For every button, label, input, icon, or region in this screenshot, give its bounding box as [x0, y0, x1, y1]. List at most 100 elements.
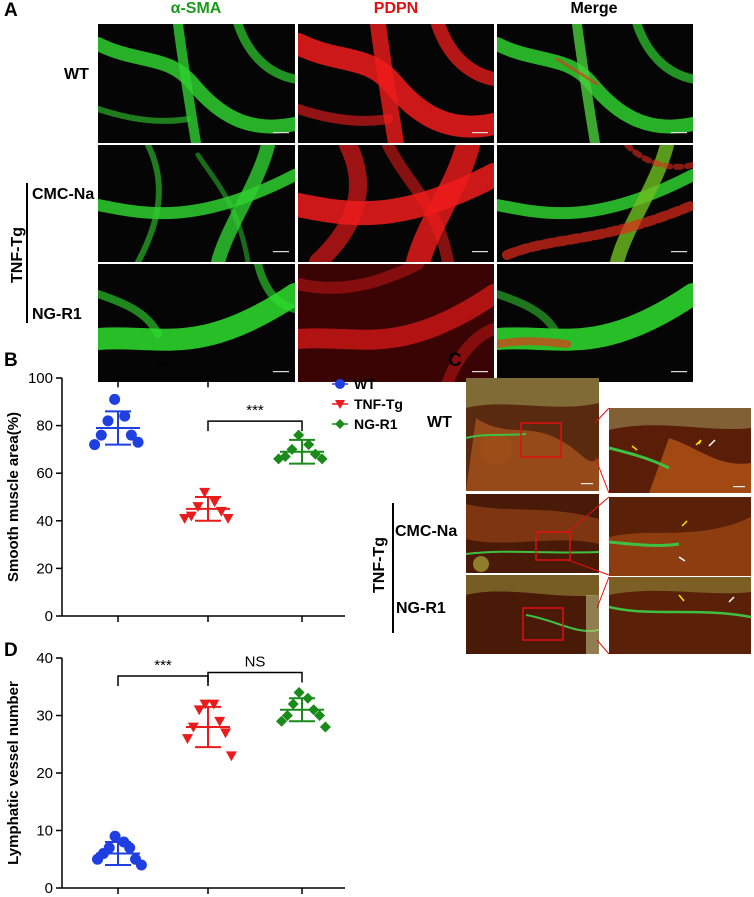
micrograph-ng-r1-merge [497, 264, 693, 382]
y-tick-label: 80 [36, 418, 53, 435]
data-point [109, 830, 121, 842]
data-point [179, 514, 191, 524]
data-point [92, 853, 104, 865]
data-point [209, 497, 221, 508]
y-axis-label: Lymphatic vessel number [5, 681, 22, 865]
y-tick-label: 40 [36, 513, 53, 530]
histology-wt-zoom [609, 408, 751, 493]
chart-d: 0 10 20 30 40 Lymphatic vessel number *** NS [5, 650, 345, 897]
data-point [125, 429, 137, 441]
data-point [279, 451, 291, 463]
group-bracket-line [26, 183, 28, 323]
data-point [281, 710, 293, 721]
y-tick-label: 10 [36, 823, 53, 840]
legend: WT TNF-Tg NG-R1 [330, 374, 450, 441]
significance-label: *** [246, 402, 264, 419]
panel-c-label: C [448, 350, 462, 371]
data-point [273, 453, 285, 465]
column-header-merge: Merge [570, 0, 618, 17]
data-point [119, 410, 131, 422]
row-label-cmc-na: CMC-Na [32, 186, 95, 203]
data-point [135, 859, 147, 871]
data-point [309, 448, 321, 460]
column-header-asma: α-SMA [170, 0, 222, 17]
y-tick-label: 100 [28, 370, 53, 387]
micrograph-wt-pdpn [298, 24, 494, 143]
legend-label: WT [354, 376, 376, 392]
significance-label: NS [245, 654, 266, 671]
data-point [220, 728, 232, 739]
panel-a-label: A [4, 0, 18, 21]
histology-cmc-na-overview [466, 494, 599, 573]
data-point [124, 842, 136, 854]
data-point [286, 443, 298, 455]
micrograph-wt-merge [497, 24, 693, 143]
significance-bracket [117, 376, 209, 388]
data-point [293, 429, 305, 441]
chart-d-axes: 0 10 20 30 40 Lymphatic vessel number *** NS [5, 650, 345, 897]
histology-ng-r1-zoom [609, 577, 751, 654]
data-point [293, 687, 305, 698]
micrograph-wt-asma [98, 24, 295, 143]
data-point [319, 721, 331, 733]
panel-c-group-label: TNF-Tg [371, 537, 388, 593]
data-point [287, 698, 299, 710]
legend-markers: WT TNF-Tg NG-R1 [332, 376, 403, 432]
data-point [182, 734, 194, 744]
legend-label: NG-R1 [354, 416, 398, 432]
data-point [109, 393, 121, 405]
column-header-pdpn: PDPN [373, 0, 419, 17]
data-point [314, 710, 326, 721]
y-tick-label: 30 [36, 708, 53, 725]
micrograph-cmc-na-pdpn [298, 145, 494, 262]
legend-label: TNF-Tg [354, 396, 403, 412]
data-point [89, 439, 101, 451]
histology-wt-overview [466, 378, 599, 491]
significance-label: *** [154, 657, 172, 674]
y-tick-label: 20 [36, 560, 53, 577]
y-axis-label: Smooth muscle area(%) [5, 412, 22, 582]
y-tick-label: 0 [45, 880, 53, 897]
data-point [132, 436, 144, 448]
panel-c-group-bracket [392, 503, 394, 633]
histology-ng-r1-overview [466, 575, 599, 654]
histology-cmc-na-zoom [609, 497, 751, 576]
data-point [316, 453, 328, 465]
panel-c-row-cmc-na: CMC-Na [395, 523, 458, 540]
y-tick-label: 60 [36, 465, 53, 482]
data-point [222, 514, 234, 524]
panel-b-label: B [4, 350, 18, 371]
panel-d-label: D [4, 640, 18, 661]
panel-c-row-ng-r1: NG-R1 [396, 600, 446, 617]
data-point [302, 692, 314, 704]
panel-c-row-wt: WT [427, 414, 452, 431]
data-point [214, 716, 226, 727]
data-point [95, 429, 107, 441]
row-label-ng-r1: NG-R1 [32, 306, 82, 323]
data-point [208, 699, 220, 710]
y-tick-label: 40 [36, 650, 53, 667]
group-label-tnf-tg: TNF-Tg [9, 227, 26, 283]
data-point [303, 439, 315, 451]
micrograph-ng-r1-asma [98, 264, 295, 382]
significance-label: ** [157, 360, 169, 375]
data-point [192, 502, 204, 513]
data-point [199, 699, 211, 710]
micrograph-cmc-na-merge [497, 145, 693, 262]
data-point [308, 704, 320, 716]
micrograph-ng-r1-pdpn [298, 264, 494, 382]
data-point [102, 415, 114, 427]
data-point [215, 506, 227, 517]
data-point [276, 715, 288, 727]
y-tick-label: 20 [36, 765, 53, 782]
zoom-connector-lines [567, 407, 610, 655]
y-tick-label: 0 [45, 608, 53, 625]
significance-bracket [207, 420, 303, 432]
data-point [193, 705, 205, 716]
data-point [199, 487, 211, 498]
significance-bracket [207, 671, 303, 683]
micrograph-cmc-na-asma [98, 145, 295, 262]
data-point [187, 722, 199, 733]
